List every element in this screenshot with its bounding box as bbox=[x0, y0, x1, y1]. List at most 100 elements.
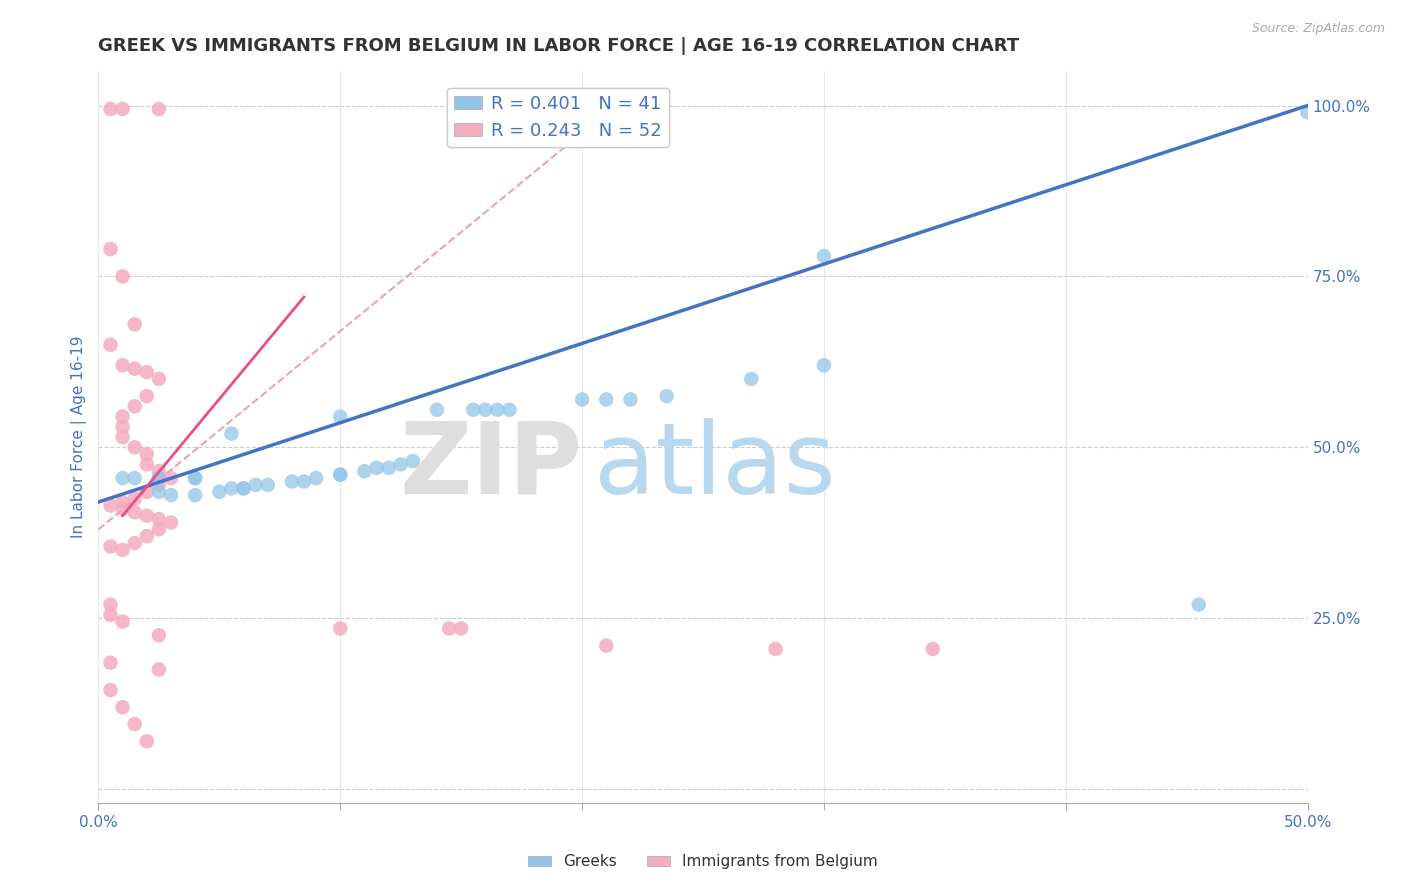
Point bbox=[813, 249, 835, 263]
Point bbox=[474, 402, 496, 417]
Point bbox=[655, 389, 678, 403]
Point bbox=[124, 361, 146, 376]
Point bbox=[232, 481, 254, 495]
Text: Source: ZipAtlas.com: Source: ZipAtlas.com bbox=[1251, 22, 1385, 36]
Text: GREEK VS IMMIGRANTS FROM BELGIUM IN LABOR FORCE | AGE 16-19 CORRELATION CHART: GREEK VS IMMIGRANTS FROM BELGIUM IN LABO… bbox=[98, 37, 1019, 54]
Point bbox=[498, 402, 520, 417]
Point bbox=[100, 338, 122, 352]
Point bbox=[100, 656, 122, 670]
Point bbox=[111, 430, 134, 444]
Point bbox=[148, 484, 170, 499]
Point bbox=[124, 318, 146, 332]
Point bbox=[148, 512, 170, 526]
Legend: Greeks, Immigrants from Belgium: Greeks, Immigrants from Belgium bbox=[522, 848, 884, 875]
Point bbox=[135, 529, 157, 543]
Point bbox=[256, 478, 278, 492]
Point bbox=[184, 471, 207, 485]
Point bbox=[377, 460, 399, 475]
Point bbox=[111, 542, 134, 557]
Point bbox=[426, 402, 449, 417]
Point bbox=[619, 392, 641, 407]
Point bbox=[111, 615, 134, 629]
Point bbox=[124, 400, 146, 414]
Point bbox=[921, 642, 943, 657]
Point bbox=[160, 516, 183, 530]
Point bbox=[124, 505, 146, 519]
Point bbox=[486, 402, 509, 417]
Point bbox=[232, 481, 254, 495]
Point bbox=[111, 495, 134, 509]
Point bbox=[245, 478, 267, 492]
Point bbox=[463, 402, 485, 417]
Point bbox=[184, 471, 207, 485]
Point bbox=[148, 471, 170, 485]
Point bbox=[765, 642, 787, 657]
Point bbox=[124, 471, 146, 485]
Point bbox=[221, 426, 243, 441]
Point bbox=[148, 478, 170, 492]
Point bbox=[450, 622, 472, 636]
Point bbox=[148, 372, 170, 386]
Point bbox=[135, 389, 157, 403]
Point bbox=[329, 622, 352, 636]
Legend: R = 0.401   N = 41, R = 0.243   N = 52: R = 0.401 N = 41, R = 0.243 N = 52 bbox=[447, 87, 669, 147]
Point bbox=[366, 460, 388, 475]
Point bbox=[148, 628, 170, 642]
Point bbox=[281, 475, 304, 489]
Point bbox=[111, 501, 134, 516]
Point bbox=[437, 622, 460, 636]
Point bbox=[135, 458, 157, 472]
Point bbox=[160, 471, 183, 485]
Point bbox=[353, 464, 375, 478]
Point bbox=[135, 365, 157, 379]
Point bbox=[111, 102, 134, 116]
Point bbox=[184, 488, 207, 502]
Point bbox=[148, 663, 170, 677]
Point bbox=[160, 488, 183, 502]
Point bbox=[124, 536, 146, 550]
Point bbox=[135, 484, 157, 499]
Point bbox=[1188, 598, 1211, 612]
Point bbox=[595, 392, 617, 407]
Text: ZIP: ZIP bbox=[399, 417, 582, 515]
Point bbox=[148, 471, 170, 485]
Point bbox=[100, 540, 122, 554]
Point bbox=[1296, 105, 1319, 120]
Point bbox=[402, 454, 425, 468]
Point bbox=[329, 409, 352, 424]
Point bbox=[100, 242, 122, 256]
Point bbox=[124, 440, 146, 454]
Point bbox=[100, 598, 122, 612]
Point bbox=[135, 734, 157, 748]
Point bbox=[329, 467, 352, 482]
Point bbox=[111, 471, 134, 485]
Text: atlas: atlas bbox=[595, 417, 835, 515]
Point bbox=[111, 359, 134, 373]
Point bbox=[305, 471, 328, 485]
Y-axis label: In Labor Force | Age 16-19: In Labor Force | Age 16-19 bbox=[72, 335, 87, 539]
Point bbox=[571, 392, 593, 407]
Point bbox=[208, 484, 231, 499]
Point bbox=[100, 607, 122, 622]
Point bbox=[389, 458, 412, 472]
Point bbox=[148, 522, 170, 536]
Point bbox=[329, 467, 352, 482]
Point bbox=[740, 372, 762, 386]
Point bbox=[100, 499, 122, 513]
Point bbox=[111, 269, 134, 284]
Point bbox=[221, 481, 243, 495]
Point bbox=[100, 683, 122, 698]
Point bbox=[292, 475, 315, 489]
Point bbox=[148, 464, 170, 478]
Point bbox=[135, 447, 157, 461]
Point bbox=[100, 102, 122, 116]
Point bbox=[595, 639, 617, 653]
Point bbox=[111, 420, 134, 434]
Point bbox=[111, 700, 134, 714]
Point bbox=[813, 359, 835, 373]
Point bbox=[135, 508, 157, 523]
Point bbox=[124, 491, 146, 506]
Point bbox=[124, 717, 146, 731]
Point bbox=[148, 102, 170, 116]
Point bbox=[111, 409, 134, 424]
